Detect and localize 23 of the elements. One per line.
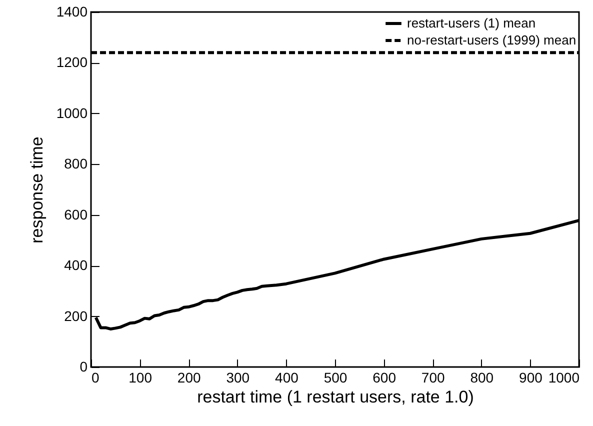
y-tick-label: 200 (64, 308, 88, 324)
x-tick-label: 400 (275, 370, 299, 386)
x-tick-label: 500 (324, 370, 348, 386)
legend-label: restart-users (1) mean (407, 16, 536, 30)
x-tick-label: 100 (128, 370, 152, 386)
x-tick-label: 600 (372, 370, 396, 386)
x-axis-title: restart time (1 restart users, rate 1.0) (197, 388, 474, 406)
x-tick-label: 300 (226, 370, 250, 386)
y-tick-label: 1000 (56, 104, 88, 121)
y-tick-label: 600 (64, 206, 88, 222)
x-tick-label: 800 (470, 370, 494, 386)
y-tick-label: 1400 (56, 4, 88, 20)
x-tick-label: 700 (421, 370, 445, 386)
y-tick-label: 800 (64, 156, 88, 172)
x-tick-label: 200 (177, 370, 201, 386)
y-tick-label: 0 (80, 358, 88, 374)
x-tick-label: 0 (92, 370, 100, 386)
y-tick-label: 400 (64, 257, 88, 274)
x-tick-label: 900 (519, 370, 543, 386)
y-tick-label: 1200 (56, 54, 88, 70)
y-axis-title: response time (27, 136, 46, 244)
x-tick-label: 1000 (548, 370, 580, 386)
legend-label: no-restart-users (1999) mean (407, 32, 576, 48)
